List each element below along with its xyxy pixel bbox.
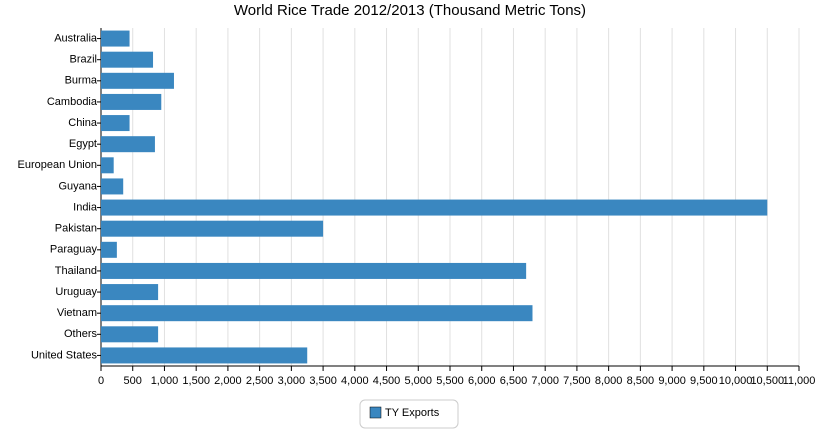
legend-box [359, 399, 459, 429]
x-tick-label: 7,000 [531, 375, 559, 387]
bar [101, 262, 527, 279]
x-tick-label: 8,000 [595, 375, 623, 387]
bar [101, 115, 130, 132]
bar [101, 136, 155, 153]
x-tick-label: 1,500 [182, 375, 210, 387]
x-tick-label: 11,000 [783, 375, 816, 387]
y-tick-label: Egypt [69, 138, 97, 150]
x-tick-label: 500 [124, 375, 142, 387]
x-tick-label: 2,000 [214, 375, 242, 387]
bar [101, 72, 174, 89]
bar [101, 241, 117, 258]
x-tick-label: 3,500 [309, 375, 337, 387]
x-tick-label: 5,000 [405, 375, 433, 387]
x-tick-label: 4,000 [341, 375, 369, 387]
y-tick-label: Burma [65, 75, 98, 87]
x-tick-label: 2,500 [246, 375, 274, 387]
bar [101, 51, 154, 68]
y-tick-label: Guyana [58, 180, 97, 192]
bar [101, 157, 114, 174]
y-tick-label: Others [64, 328, 98, 340]
x-tick-label: 7,500 [563, 375, 591, 387]
bar [101, 305, 533, 322]
x-tick-label: 6,000 [468, 375, 496, 387]
bar [101, 199, 768, 216]
y-tick-label: India [73, 201, 98, 213]
legend-label: TY Exports [385, 407, 440, 419]
chart-title: World Rice Trade 2012/2013 (Thousand Met… [234, 2, 586, 19]
x-tick-label: 10,500 [750, 375, 784, 387]
bar [101, 93, 162, 110]
y-tick-label: Thailand [55, 265, 97, 277]
y-tick-label: Australia [54, 32, 98, 44]
x-tick-label: 3,000 [278, 375, 306, 387]
y-tick-label: Paraguay [50, 244, 98, 256]
bar [101, 220, 324, 237]
bar [101, 347, 308, 364]
bar [101, 326, 159, 343]
x-tick-label: 4,500 [373, 375, 401, 387]
bar [101, 284, 159, 301]
y-tick-label: Uruguay [55, 286, 97, 298]
bar [101, 30, 130, 47]
x-tick-label: 9,000 [658, 375, 686, 387]
x-tick-label: 0 [98, 375, 104, 387]
x-tick-label: 9,500 [690, 375, 718, 387]
x-tick-label: 1,000 [151, 375, 179, 387]
legend-swatch [369, 406, 382, 419]
y-tick-label: Pakistan [55, 223, 97, 235]
bar [101, 178, 124, 195]
x-tick-label: 10,000 [719, 375, 753, 387]
y-tick-label: Cambodia [47, 96, 98, 108]
y-tick-label: Vietnam [57, 307, 97, 319]
y-tick-label: China [68, 117, 98, 129]
y-tick-label: United States [31, 349, 98, 361]
y-tick-label: Brazil [69, 54, 97, 66]
x-tick-label: 8,500 [627, 375, 655, 387]
y-tick-label: European Union [17, 159, 97, 171]
x-tick-label: 5,500 [436, 375, 464, 387]
x-tick-label: 6,500 [500, 375, 528, 387]
